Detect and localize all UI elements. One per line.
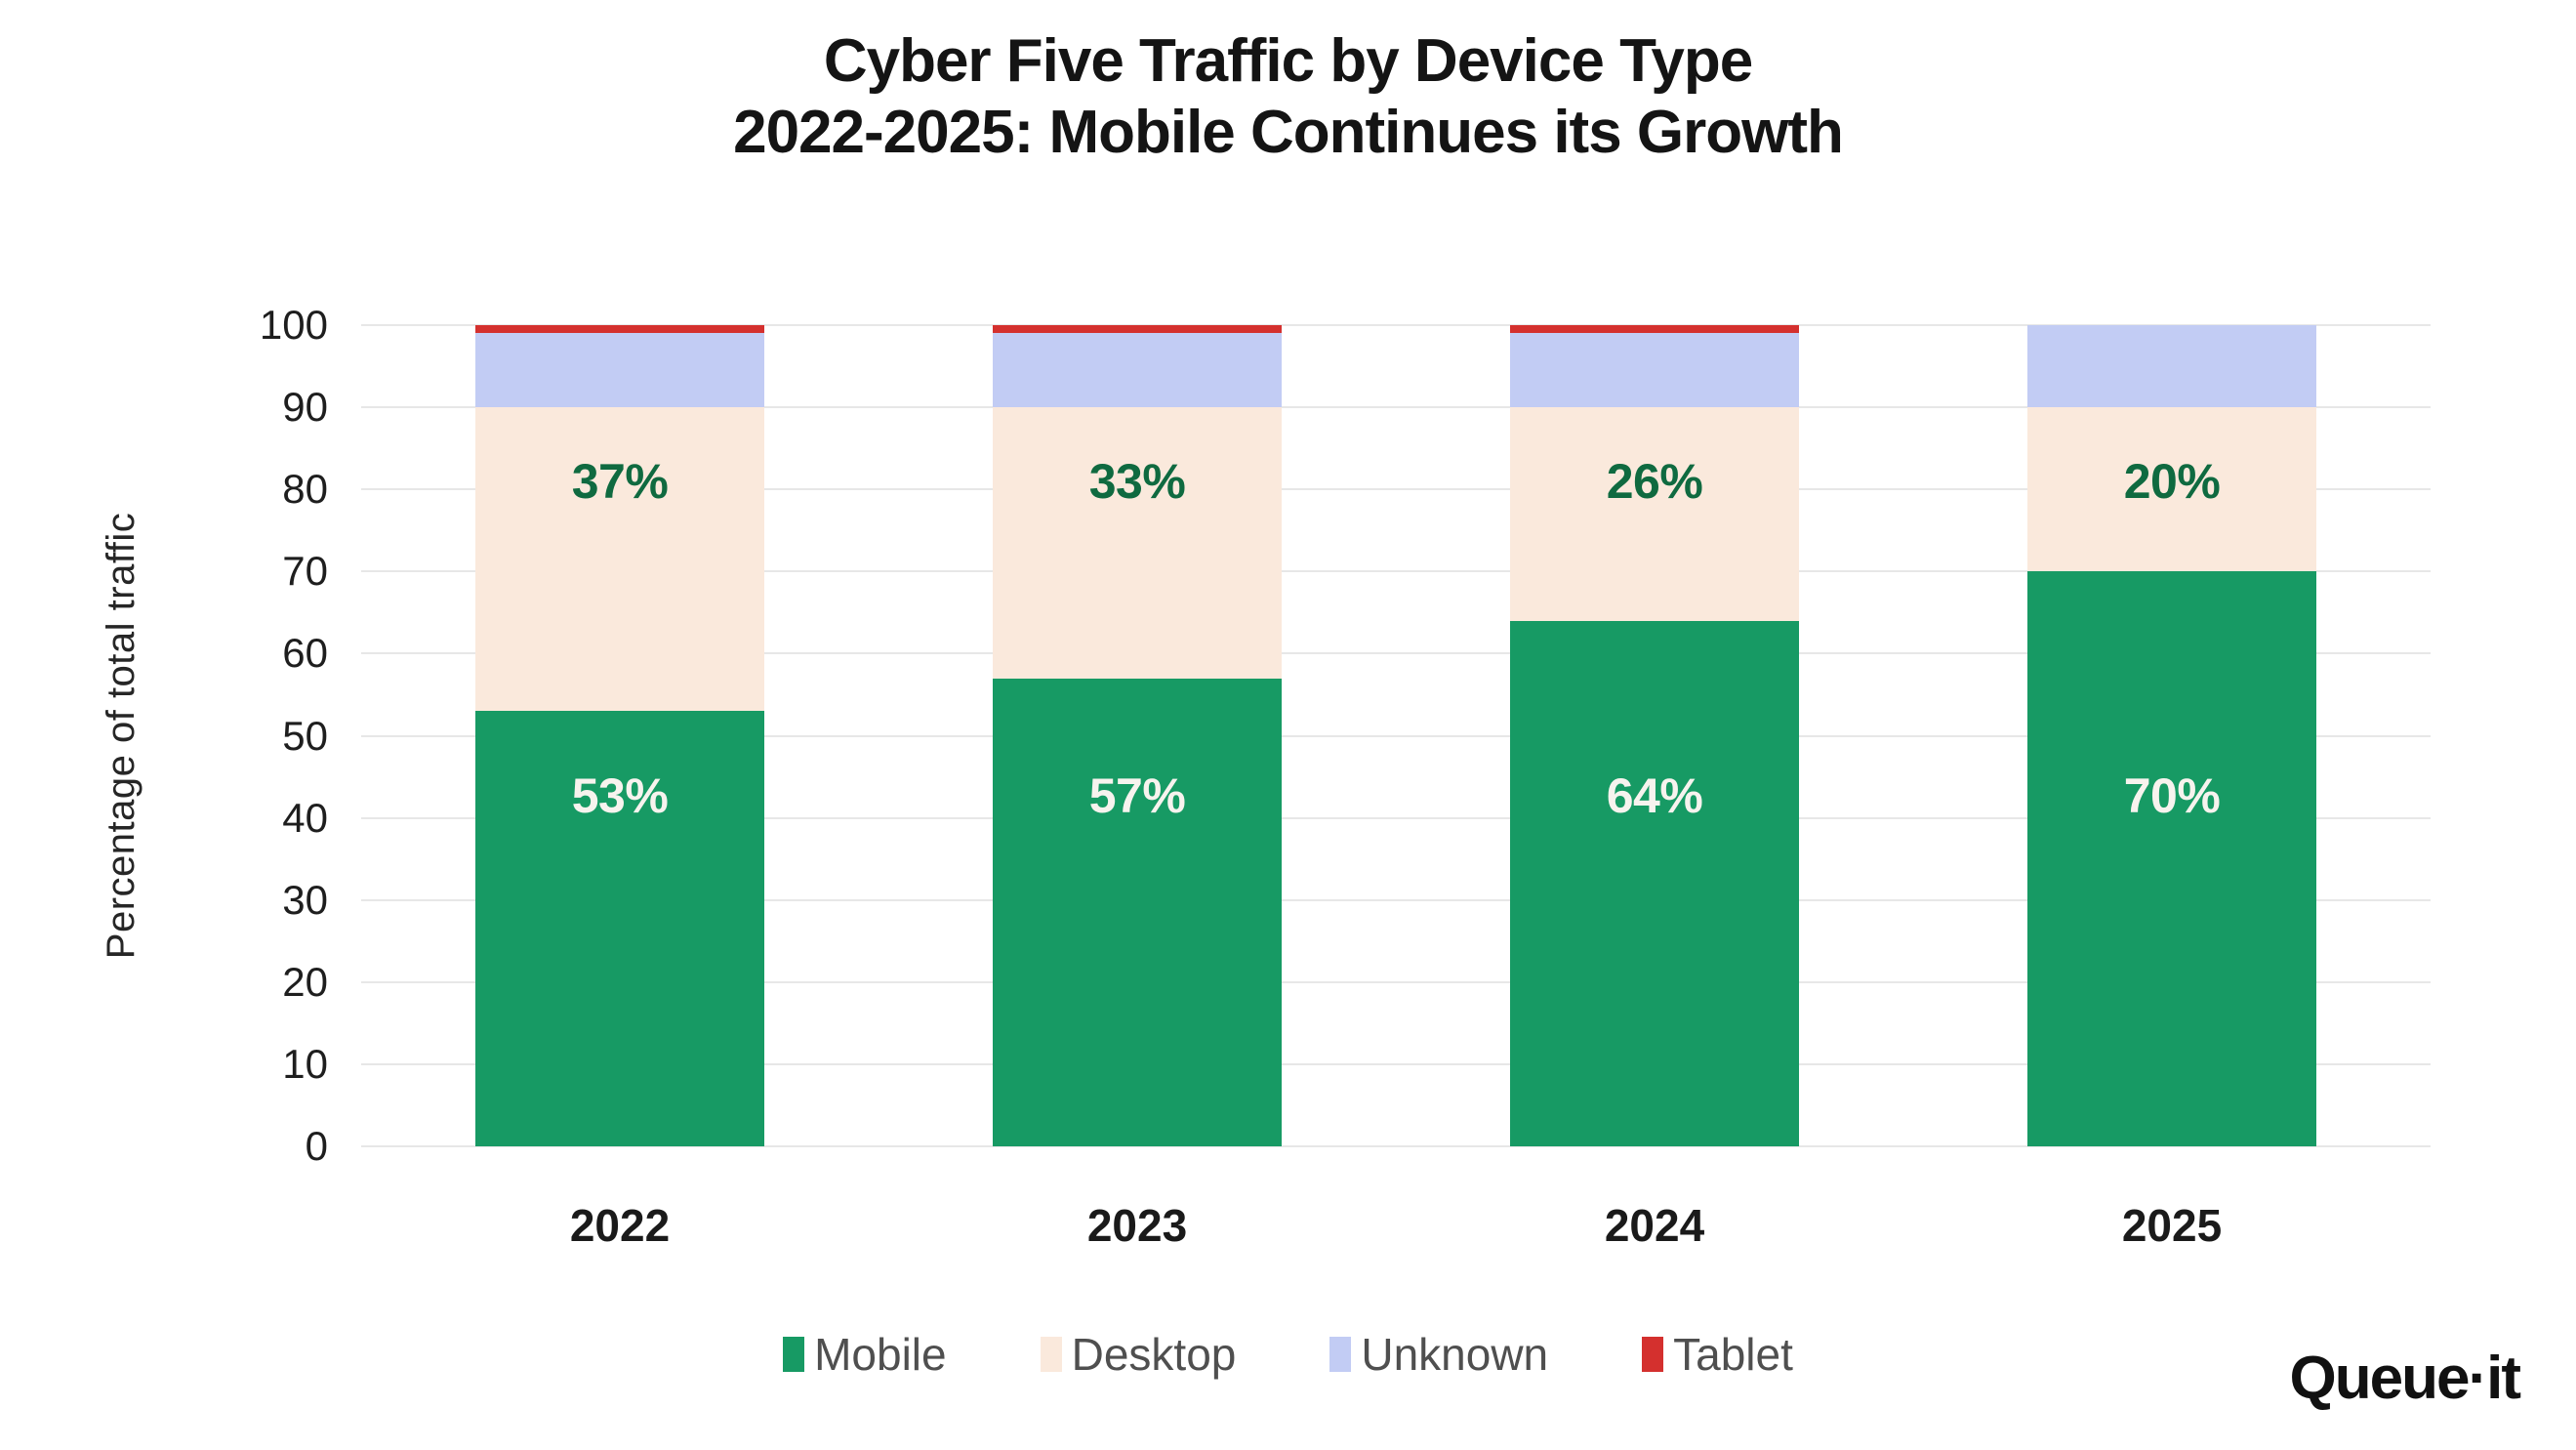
y-tick-label: 40: [282, 794, 328, 841]
gridline: [361, 652, 2431, 655]
legend-label-tablet: Tablet: [1673, 1329, 1793, 1380]
bar-segment-tablet: [1510, 325, 1799, 334]
y-axis-title: Percentage of total traffic: [68, 325, 176, 1146]
gridline: [361, 734, 2431, 737]
gridline: [361, 980, 2431, 983]
gridline: [361, 816, 2431, 819]
x-axis-label-2024: 2024: [1604, 1200, 1705, 1251]
x-axis-label-2025: 2025: [2121, 1200, 2223, 1251]
y-tick-label: 0: [305, 1123, 328, 1169]
bar-value-label-desktop: 33%: [1088, 453, 1186, 509]
legend-label-mobile: Mobile: [814, 1329, 947, 1380]
legend-swatch-unknown: [1329, 1337, 1352, 1372]
bar-segment-unknown: [475, 333, 764, 408]
y-tick-label: 80: [282, 466, 328, 513]
gridline: [361, 898, 2431, 901]
bar-segment-desktop: [2027, 407, 2316, 572]
legend-swatch-mobile: [783, 1337, 805, 1372]
chart-title: Cyber Five Traffic by Device Type 2022-2…: [0, 25, 2576, 168]
bar-segment-unknown: [1510, 333, 1799, 408]
gridline: [361, 570, 2431, 573]
legend-item-tablet: Tablet: [1642, 1328, 1793, 1381]
y-tick-label: 20: [282, 958, 328, 1005]
legend-item-mobile: Mobile: [783, 1328, 947, 1381]
y-tick-label: 60: [282, 630, 328, 677]
bar-2023: 57% 33%: [993, 325, 1282, 1146]
legend-label-unknown: Unknown: [1361, 1329, 1549, 1380]
bar-segment-tablet: [475, 325, 764, 334]
y-axis-title-text: Percentage of total traffic: [100, 512, 143, 960]
bar-segment-mobile: [475, 711, 764, 1146]
gridline: [361, 1145, 2431, 1147]
bar-segment-desktop: [475, 407, 764, 712]
bar-segment-unknown: [993, 333, 1282, 408]
y-tick-label: 100: [259, 302, 328, 348]
gridline: [361, 488, 2431, 491]
gridline: [361, 1062, 2431, 1065]
bar-segment-tablet: [993, 325, 1282, 334]
gridline: [361, 324, 2431, 326]
plot-area: 100 90 80 70 60 50 40 30 20 10 0 53% 37% 57% 33% 64% 26%…: [260, 302, 2431, 1169]
bar-segment-unknown: [2027, 325, 2316, 408]
bar-2024: 64% 26%: [1510, 325, 1799, 1146]
queueit-logo: Queue·it: [2289, 1345, 2521, 1412]
y-tick-label: 50: [282, 712, 328, 759]
legend-item-desktop: Desktop: [1040, 1328, 1237, 1381]
y-tick-label: 10: [282, 1040, 328, 1087]
chart-title-line-1: Cyber Five Traffic by Device Type: [823, 27, 1753, 95]
y-tick-label: 90: [282, 384, 328, 431]
bar-segment-desktop: [993, 407, 1282, 679]
bar-value-label-desktop: 37%: [571, 453, 669, 509]
bar-value-label-mobile: 53%: [571, 767, 669, 823]
legend-label-desktop: Desktop: [1071, 1329, 1237, 1380]
bar-segment-mobile: [1510, 620, 1799, 1146]
bar-value-label-desktop: 26%: [1606, 453, 1703, 509]
gridline: [361, 406, 2431, 409]
legend-swatch-desktop: [1040, 1337, 1062, 1372]
bar-value-label-mobile: 57%: [1088, 767, 1186, 823]
bar-segment-mobile: [2027, 571, 2316, 1146]
bar-segment-desktop: [1510, 407, 1799, 621]
legend-item-unknown: Unknown: [1329, 1328, 1548, 1381]
bar-segment-mobile: [993, 678, 1282, 1146]
y-tick-label: 30: [282, 876, 328, 923]
bar-2022: 53% 37%: [475, 325, 764, 1146]
bar-value-label-desktop: 20%: [2123, 453, 2221, 509]
chart-title-line-2: 2022-2025: Mobile Continues its Growth: [733, 99, 1844, 167]
bar-value-label-mobile: 64%: [1606, 767, 1703, 823]
bar-value-label-mobile: 70%: [2123, 767, 2221, 823]
x-axis-label-2023: 2023: [1086, 1200, 1188, 1251]
legend: Mobile Desktop Unknown Tablet: [0, 1328, 2576, 1381]
bar-2025: 70% 20%: [2027, 325, 2316, 1146]
legend-swatch-tablet: [1642, 1337, 1664, 1372]
x-axis-label-2022: 2022: [569, 1200, 671, 1251]
y-tick-label: 70: [282, 548, 328, 595]
